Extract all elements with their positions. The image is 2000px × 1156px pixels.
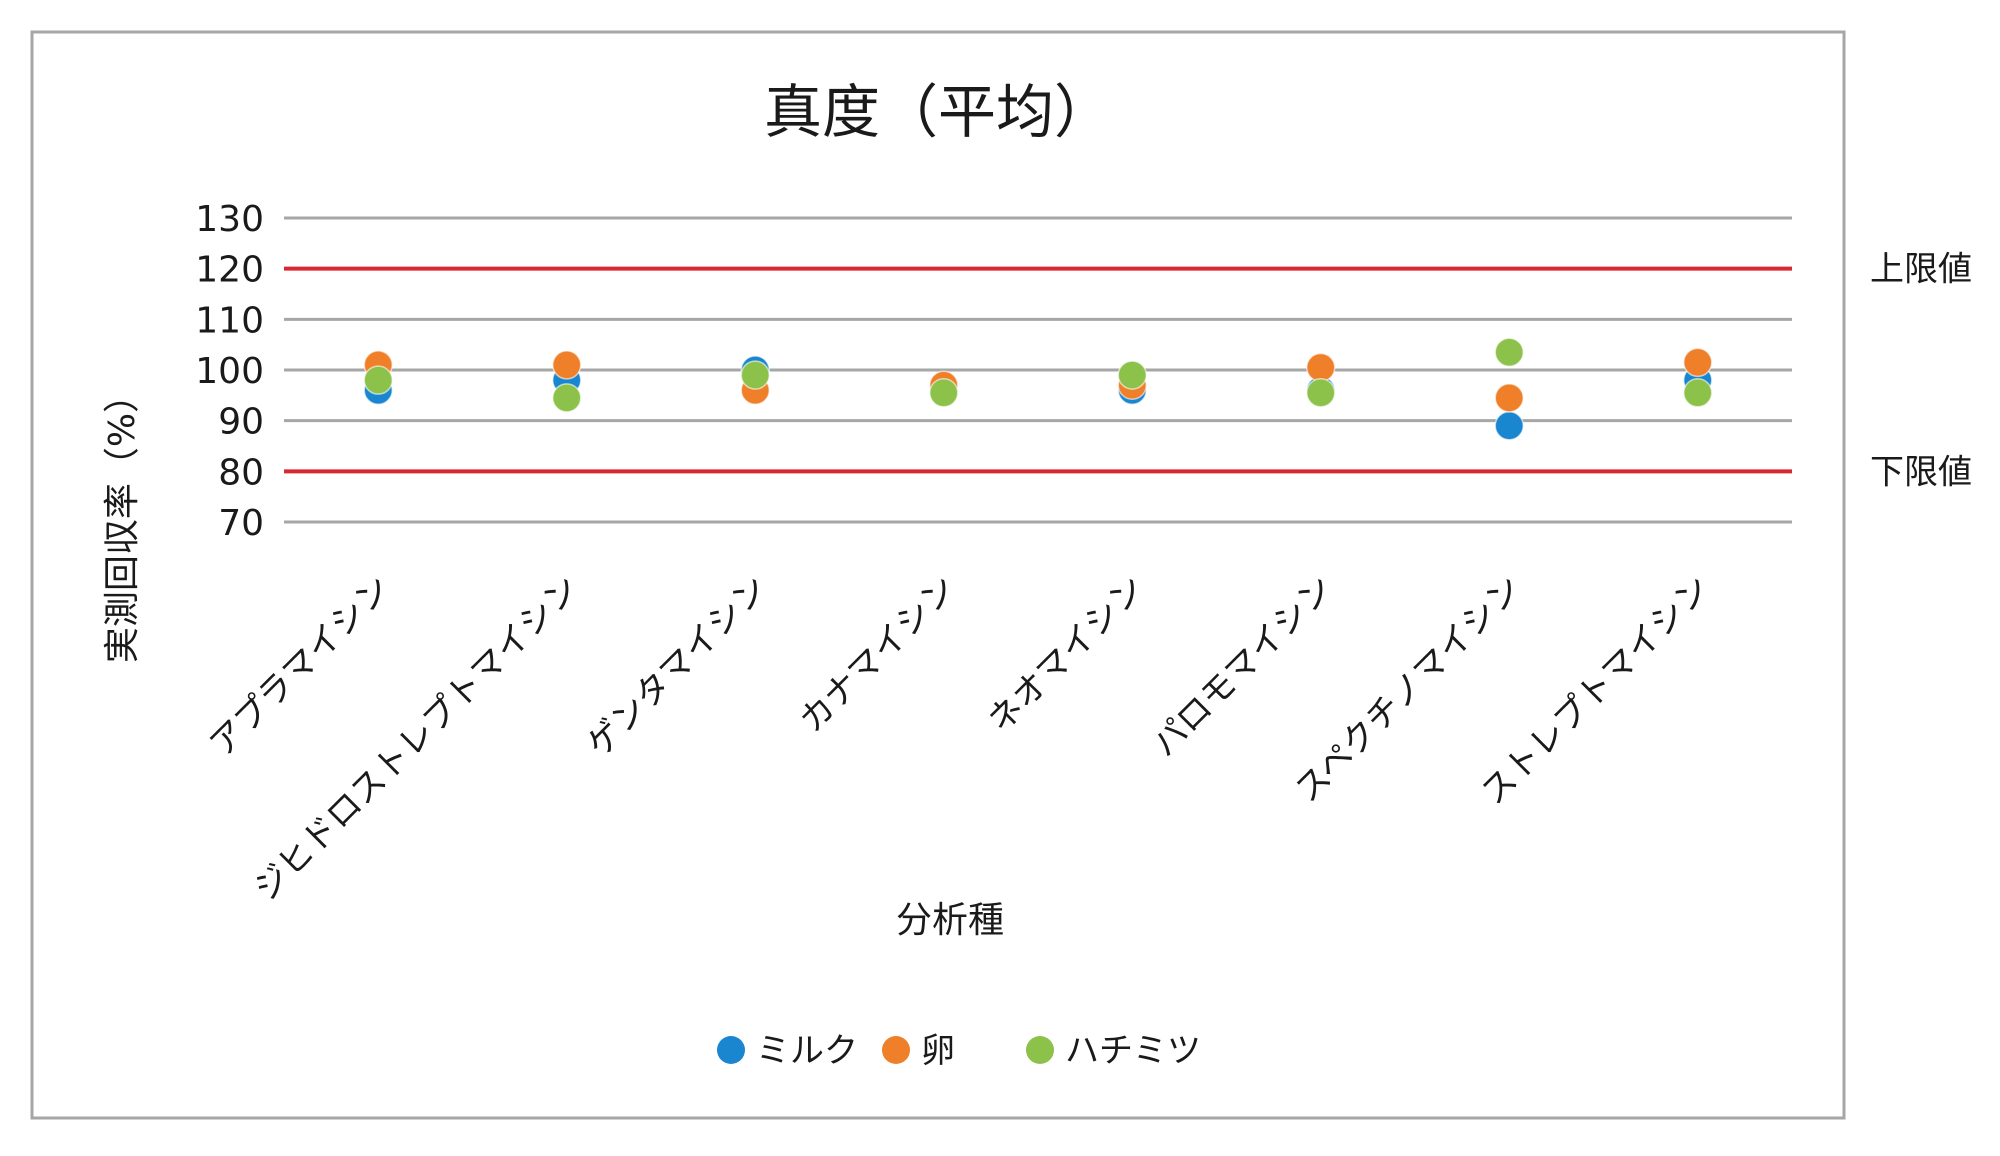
- y-tick-label: 100: [195, 351, 264, 392]
- legend-label: 卵: [921, 1031, 955, 1071]
- data-point-2: [552, 350, 582, 380]
- legend-label: ミルク: [756, 1031, 858, 1071]
- grid-layer: [284, 216, 1792, 524]
- y-tick-label: 130: [195, 199, 264, 240]
- y-tick-label: 90: [218, 402, 264, 443]
- y-tick-label: 70: [218, 503, 264, 544]
- reference-line-label: 下限値: [1870, 452, 1972, 492]
- data-point-3: [740, 360, 770, 390]
- data-point-1: [1494, 410, 1524, 441]
- data-point-2: [1494, 383, 1524, 413]
- chart-title: 真度（平均）: [764, 78, 1112, 146]
- x-tick-label: ゲンタマイシン: [579, 568, 776, 765]
- y-tick-label: 120: [195, 250, 264, 291]
- legend-marker: [717, 1036, 745, 1064]
- x-tick-label: カナマイシン: [792, 568, 965, 741]
- data-point-2: [1306, 352, 1336, 383]
- y-axis-label: 実測回収率（%）: [102, 377, 143, 663]
- data-points: [363, 337, 1713, 441]
- y-tick-label: 80: [218, 452, 264, 493]
- data-point-3: [1494, 337, 1524, 368]
- data-point-3: [929, 378, 959, 408]
- legend-marker: [882, 1036, 910, 1064]
- legend: ミルク 卵 ハチミツ: [717, 1031, 1201, 1071]
- x-tick-label: アプラマイシン: [202, 568, 399, 765]
- x-tick-label: ネオマイシン: [980, 568, 1153, 741]
- chart-frame: [30, 30, 1846, 1120]
- y-tick-labels: 70 80 90 100 110 120 130: [195, 199, 264, 544]
- x-axis-label: 分析種: [896, 900, 1004, 941]
- y-tick-label: 110: [195, 300, 264, 341]
- data-point-2: [1683, 347, 1713, 378]
- data-point-3: [1306, 378, 1336, 408]
- legend-marker: [1026, 1036, 1054, 1064]
- data-point-3: [552, 383, 582, 413]
- x-tick-label: ジヒドロストレプトマイシン: [246, 568, 587, 909]
- x-tick-label: パロモマイシン: [1145, 568, 1342, 765]
- data-point-3: [1117, 360, 1147, 390]
- data-point-3: [363, 365, 393, 395]
- reference-line-label: 上限値: [1870, 250, 1972, 290]
- data-point-3: [1683, 378, 1713, 408]
- legend-label: ハチミツ: [1065, 1031, 1201, 1071]
